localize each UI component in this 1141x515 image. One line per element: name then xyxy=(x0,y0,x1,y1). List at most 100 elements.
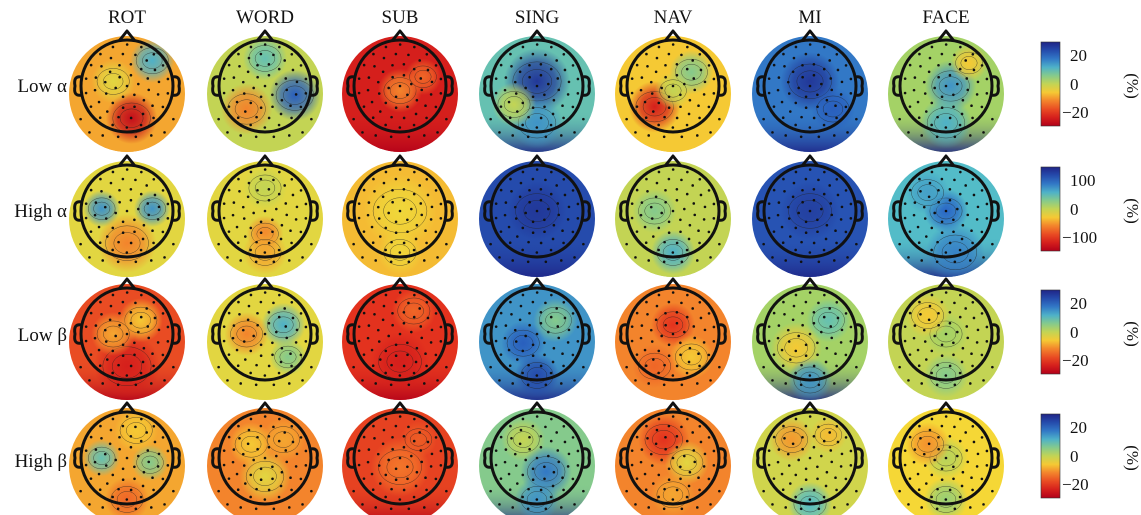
head-outline xyxy=(625,38,721,134)
right-ear-outline xyxy=(171,75,181,97)
electrode-dots xyxy=(625,168,721,264)
nose-outline xyxy=(255,154,275,167)
colorbar-tick-mid: 0 xyxy=(1070,75,1079,94)
nose-outline xyxy=(663,154,683,167)
left-ear-outline xyxy=(756,447,766,469)
head-outline xyxy=(489,410,585,506)
head-map xyxy=(69,154,185,277)
head-outline xyxy=(352,286,448,382)
left-ear-outline xyxy=(346,447,356,469)
head-map xyxy=(69,277,185,400)
column-header-nav: NAV xyxy=(654,7,693,28)
head-outline xyxy=(79,410,175,506)
right-ear-outline xyxy=(581,447,591,469)
head-outline xyxy=(762,38,858,134)
left-ear-outline xyxy=(892,200,902,222)
electrode-dots xyxy=(217,43,313,139)
right-ear-outline xyxy=(309,323,319,345)
electrode-dots xyxy=(489,43,585,139)
activity-field xyxy=(342,408,458,515)
head-map xyxy=(615,29,731,152)
nose-outline xyxy=(117,277,137,290)
row-labels: Low α High α Low β High β xyxy=(14,76,67,472)
electrode-dots xyxy=(489,291,585,387)
left-ear-outline xyxy=(619,447,629,469)
head-map xyxy=(207,154,323,277)
electrode-dots xyxy=(489,415,585,511)
right-ear-outline xyxy=(444,323,454,345)
nose-outline xyxy=(527,401,547,414)
left-ear-outline xyxy=(73,200,83,222)
activity-field xyxy=(69,161,185,277)
right-ear-outline xyxy=(444,75,454,97)
head-outline xyxy=(625,410,721,506)
head-outline xyxy=(489,38,585,134)
head-outline xyxy=(898,163,994,259)
column-header-face: FACE xyxy=(922,7,969,28)
right-ear-outline xyxy=(990,323,1000,345)
activity-field xyxy=(888,161,1004,277)
left-ear-outline xyxy=(619,75,629,97)
colorbar-unit: (%) xyxy=(1123,445,1141,470)
electrode-dots xyxy=(625,291,721,387)
left-ear-outline xyxy=(346,323,356,345)
colorbar-high-beta: 20 0 −20 (%) xyxy=(1040,413,1141,499)
colorbar-gradient xyxy=(1040,166,1061,252)
column-header-word: WORD xyxy=(236,7,294,28)
colorbar-tick-bottom: −20 xyxy=(1062,351,1089,370)
colorbar-tick-mid: 0 xyxy=(1070,447,1079,466)
head-map xyxy=(207,29,323,152)
nose-outline xyxy=(663,29,683,42)
nose-outline xyxy=(255,401,275,414)
left-ear-outline xyxy=(211,75,221,97)
electrode-dots xyxy=(79,43,175,139)
head-map xyxy=(342,277,458,400)
head-outline xyxy=(489,163,585,259)
activity-field xyxy=(342,36,458,152)
activity-field xyxy=(888,36,1004,152)
nose-outline xyxy=(390,277,410,290)
right-ear-outline xyxy=(444,447,454,469)
head-map xyxy=(207,401,323,515)
electrode-dots xyxy=(898,168,994,264)
colorbar-unit: (%) xyxy=(1123,321,1141,346)
activity-field xyxy=(752,284,868,400)
nose-outline xyxy=(800,401,820,414)
nose-outline xyxy=(800,29,820,42)
left-ear-outline xyxy=(211,323,221,345)
left-ear-outline xyxy=(619,323,629,345)
nose-outline xyxy=(800,154,820,167)
right-ear-outline xyxy=(854,200,864,222)
row-label-low-alpha: Low α xyxy=(17,76,67,97)
row-label-low-beta: Low β xyxy=(18,325,67,346)
colorbar-tick-top: 20 xyxy=(1070,46,1087,65)
head-map xyxy=(479,277,595,400)
electrode-dots xyxy=(898,43,994,139)
right-ear-outline xyxy=(990,447,1000,469)
colorbar-gradient xyxy=(1040,413,1061,499)
head-outline xyxy=(217,38,313,134)
head-map xyxy=(479,29,595,152)
head-outline xyxy=(352,163,448,259)
left-ear-outline xyxy=(892,447,902,469)
head-map xyxy=(888,277,1004,400)
head-map xyxy=(615,401,731,515)
activity-field xyxy=(615,284,731,400)
colorbars: 20 0 −20 (%) 100 0 −100 (%) 20 0 −20 (%)… xyxy=(1040,41,1141,499)
electrode-dots xyxy=(352,291,448,387)
head-outline xyxy=(352,38,448,134)
activity-field xyxy=(888,284,1004,400)
left-ear-outline xyxy=(346,75,356,97)
electrode-dots xyxy=(217,291,313,387)
colorbar-unit: (%) xyxy=(1123,73,1141,98)
left-ear-outline xyxy=(346,200,356,222)
electrode-dots xyxy=(625,415,721,511)
right-ear-outline xyxy=(581,323,591,345)
left-ear-outline xyxy=(756,323,766,345)
left-ear-outline xyxy=(211,447,221,469)
activity-field xyxy=(207,284,323,400)
head-map xyxy=(207,277,323,400)
head-map xyxy=(342,401,458,515)
nose-outline xyxy=(255,277,275,290)
colorbar-tick-mid: 0 xyxy=(1070,200,1079,219)
